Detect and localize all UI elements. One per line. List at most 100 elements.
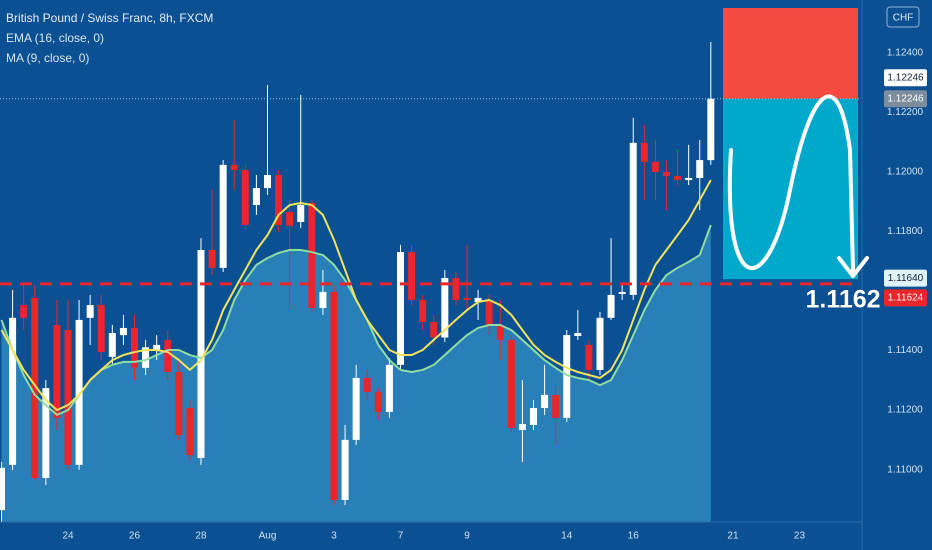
level-price-label-box	[884, 289, 927, 307]
last-price-label: 1.12246	[887, 93, 924, 104]
x-tick-label: Aug	[259, 531, 277, 542]
candle-body	[674, 175, 682, 181]
x-tick-label: 9	[464, 531, 470, 542]
candle-body	[275, 174, 283, 225]
candle-body	[629, 142, 637, 295]
candle-body	[330, 291, 338, 500]
candle-body	[618, 291, 626, 295]
last-price-label-box	[884, 90, 927, 108]
candle-body	[485, 299, 493, 325]
y-tick-label: 1.11400	[887, 345, 923, 356]
currency-label: CHF	[893, 13, 914, 24]
candle-body	[86, 305, 94, 318]
drawing-arrowhead[interactable]	[837, 256, 869, 278]
stop-zone[interactable]	[723, 8, 858, 99]
candle-body	[297, 205, 305, 223]
candle-body	[130, 327, 138, 368]
candle-body	[585, 344, 593, 370]
candle-body	[0, 467, 6, 511]
y-tick-label: 1.11800	[887, 226, 923, 237]
candle-body	[230, 164, 238, 170]
y-tick-label: 1.11200	[887, 405, 923, 416]
candle-body	[685, 177, 693, 181]
candle-body	[651, 161, 659, 173]
candle-body	[42, 388, 50, 478]
candle-body	[252, 188, 260, 206]
candle-body	[607, 294, 615, 318]
level-annotation[interactable]: 1.1162	[805, 285, 881, 314]
candle-body	[507, 339, 515, 428]
candle-body	[518, 424, 526, 431]
candle-body	[574, 333, 582, 336]
candle-body	[153, 344, 161, 350]
y-tick-label: 1.12000	[887, 167, 924, 178]
candle-body	[341, 439, 349, 500]
candle-body	[97, 305, 105, 353]
target-price-label-box	[884, 269, 927, 287]
candle-body	[286, 211, 294, 226]
x-tick-label: 7	[398, 531, 404, 542]
candle-body	[9, 317, 17, 465]
candle-body	[197, 249, 205, 459]
x-tick-label: 23	[794, 531, 806, 542]
candle-body	[352, 377, 360, 440]
candle-body	[430, 322, 438, 338]
level-price-label: 1.11624	[888, 293, 924, 304]
x-tick-label: 21	[727, 531, 739, 542]
ema-line	[0, 179, 712, 412]
x-tick-label: 3	[331, 531, 337, 542]
plot-area	[0, 8, 860, 522]
candle-body	[263, 174, 271, 189]
candle-body	[208, 249, 216, 268]
candle-body	[396, 252, 404, 365]
candle-body	[563, 335, 571, 418]
x-tick-label: 28	[195, 531, 207, 542]
candle-body	[241, 169, 249, 225]
y-tick-label: 1.12400	[887, 48, 924, 59]
candle-body	[319, 291, 327, 309]
candle-body	[707, 98, 715, 161]
entry-price-label-box	[884, 69, 927, 87]
candle-body	[596, 317, 604, 370]
candle-body	[219, 164, 227, 268]
legend-entry: MA (9, close, 0)	[6, 51, 89, 65]
candle-body	[552, 394, 560, 418]
candle-body	[363, 377, 371, 392]
candle-body	[640, 142, 648, 162]
x-tick-label: 24	[62, 531, 74, 542]
candle-body	[164, 339, 172, 373]
legend-entry: EMA (16, close, 0)	[6, 31, 104, 45]
candle-body	[463, 297, 471, 300]
candle-body	[64, 330, 72, 465]
candle-body	[75, 319, 83, 465]
candle-body	[474, 297, 482, 303]
candle-body	[308, 202, 316, 309]
x-tick-label: 16	[628, 531, 640, 542]
candle-body	[108, 333, 116, 357]
candle-body	[529, 408, 537, 425]
candle-body	[186, 408, 194, 456]
candle-body	[662, 172, 670, 176]
candle-body	[175, 372, 183, 436]
candle-body	[541, 394, 549, 409]
currency-box[interactable]	[886, 6, 920, 28]
candle-body	[20, 305, 28, 318]
candle-body	[408, 252, 416, 300]
candle-body	[119, 327, 127, 336]
candle-body	[496, 324, 504, 340]
candle-body	[419, 299, 427, 323]
entry-price-label: 1.12246	[887, 72, 924, 83]
y-tick-label: 1.12200	[887, 107, 924, 118]
target-price-label: 1.11640	[888, 273, 924, 284]
candle-body	[696, 160, 704, 178]
chart-title: British Pound / Swiss Franc, 8h, FXCM	[6, 11, 213, 25]
x-tick-label: 14	[561, 531, 573, 542]
x-tick-label: 26	[129, 531, 141, 542]
drawing-curve[interactable]	[727, 94, 855, 272]
candle-body	[441, 277, 449, 338]
candle-body	[385, 364, 393, 412]
candle-body	[374, 391, 382, 412]
candle-body	[53, 324, 61, 418]
